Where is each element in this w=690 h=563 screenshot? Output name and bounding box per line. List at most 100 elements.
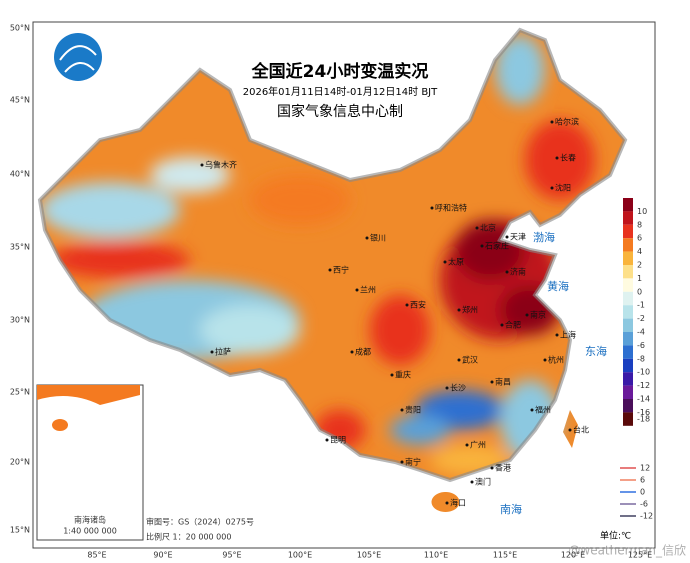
city-label: 南宁 xyxy=(405,457,421,467)
legend-label: -4 xyxy=(637,328,645,337)
review-number: 审图号：GS（2024）0275号 xyxy=(146,517,254,527)
city-dot xyxy=(445,501,449,505)
inset-title: 南海诸岛 xyxy=(74,515,106,525)
lon-label: 115°E xyxy=(493,551,517,560)
city-dot xyxy=(505,235,509,239)
city-dot xyxy=(390,373,394,377)
sea-label: 东海 xyxy=(585,344,607,358)
lat-label: 35°N xyxy=(10,243,30,252)
legend-label: -8 xyxy=(637,354,645,363)
city-dot xyxy=(400,408,404,412)
legend-swatch xyxy=(623,211,633,225)
city-label: 郑州 xyxy=(462,305,478,315)
city-label: 济南 xyxy=(510,267,526,277)
city-dot xyxy=(445,386,449,390)
city-dot xyxy=(550,186,554,190)
legend-swatch xyxy=(623,305,633,319)
city-dot xyxy=(405,303,409,307)
legend-label: 4 xyxy=(637,247,642,256)
lon-label: 85°E xyxy=(87,551,106,560)
city-dot xyxy=(530,408,534,412)
legend-label: -1 xyxy=(637,301,645,310)
city-dot xyxy=(328,268,332,272)
lat-label: 25°N xyxy=(10,388,30,397)
legend-swatch xyxy=(623,318,633,332)
legend-swatch xyxy=(623,251,633,265)
city-label: 武汉 xyxy=(462,355,478,365)
legend-swatch xyxy=(623,332,633,346)
legend-label: -6 xyxy=(637,341,645,350)
legend-label: -18 xyxy=(637,415,650,424)
city-label: 合肥 xyxy=(505,320,521,330)
city-label: 沈阳 xyxy=(555,183,571,193)
city-dot xyxy=(555,156,559,160)
lon-label: 90°E xyxy=(153,551,172,560)
legend-label: 1 xyxy=(637,274,642,283)
city-dot xyxy=(543,358,547,362)
city-label: 南昌 xyxy=(495,377,511,387)
city-dot xyxy=(490,466,494,470)
contour-label: 12 xyxy=(640,464,650,473)
city-label: 广州 xyxy=(470,440,486,450)
lat-label: 50°N xyxy=(10,24,30,33)
sea-label: 黄海 xyxy=(547,279,569,293)
organization: 国家气象信息中心制 xyxy=(277,103,403,120)
city-dot xyxy=(470,480,474,484)
city-label: 杭州 xyxy=(548,355,564,365)
city-label: 乌鲁木齐 xyxy=(205,160,237,170)
contour-label: -6 xyxy=(640,500,648,509)
scale: 比例尺 1：20 000 000 xyxy=(146,532,231,542)
legend-swatch xyxy=(623,372,633,386)
city-dot xyxy=(325,438,329,442)
city-label: 南京 xyxy=(530,310,546,320)
watermark: @weatherman_信欣 xyxy=(568,544,686,558)
legend-swatch xyxy=(623,224,633,239)
contour-label: 6 xyxy=(640,476,645,485)
legend-label: 0 xyxy=(637,287,642,296)
city-dot xyxy=(550,120,554,124)
legend-swatch xyxy=(623,345,633,359)
inset xyxy=(36,384,144,541)
legend-label: 8 xyxy=(637,220,642,229)
city-dot xyxy=(457,358,461,362)
legend-swatch xyxy=(623,265,633,279)
lon-label: 100°E xyxy=(288,551,312,560)
city-label: 长沙 xyxy=(450,383,466,393)
city-dot xyxy=(505,270,509,274)
legend-label: -10 xyxy=(637,368,650,377)
sea-label: 渤海 xyxy=(533,230,555,244)
lon-label: 110°E xyxy=(424,551,448,560)
city-label: 重庆 xyxy=(395,370,411,380)
city-label: 长春 xyxy=(560,153,576,163)
city-label: 银川 xyxy=(370,233,386,243)
title: 全国近24小时变温实况 xyxy=(251,61,429,82)
city-dot xyxy=(365,236,369,240)
city-dot xyxy=(525,313,529,317)
city-label: 哈尔滨 xyxy=(555,117,579,127)
contour-label: 0 xyxy=(640,488,645,497)
city-label: 昆明 xyxy=(330,436,346,445)
legend-label: -16 xyxy=(637,408,650,417)
city-dot xyxy=(400,460,404,464)
legend-label: -12 xyxy=(637,381,650,390)
city-label: 海口 xyxy=(450,498,466,508)
city-label: 香港 xyxy=(495,463,511,473)
city-dot xyxy=(355,288,359,292)
city-dot xyxy=(465,443,469,447)
lon-label: 125°E xyxy=(628,551,652,560)
legend-swatch xyxy=(623,198,633,212)
legend-swatch xyxy=(623,291,633,306)
legend-swatch xyxy=(623,358,633,373)
city-label: 呼和浩特 xyxy=(435,203,467,213)
city-dot xyxy=(430,206,434,210)
lon-label: 105°E xyxy=(357,551,381,560)
city-dot xyxy=(480,244,484,248)
legend-label: -14 xyxy=(637,395,650,404)
city-dot xyxy=(500,323,504,327)
city-label: 西宁 xyxy=(333,265,349,275)
city-label: 兰州 xyxy=(360,285,376,295)
city-dot xyxy=(490,380,494,384)
border xyxy=(37,27,628,483)
city-label: 上海 xyxy=(560,330,576,340)
